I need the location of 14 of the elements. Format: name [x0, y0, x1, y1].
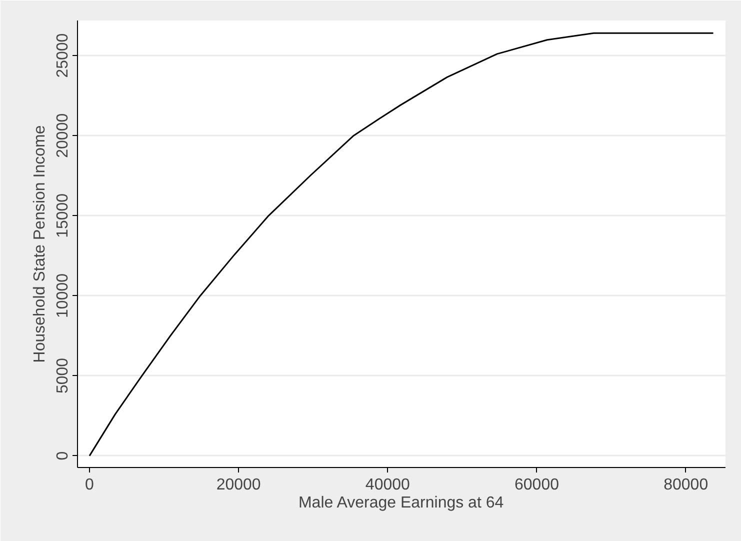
- x-tick-label: 20000: [216, 476, 261, 494]
- y-tick-label: 20000: [54, 113, 72, 158]
- line-series: [88, 32, 714, 457]
- y-tick-label: 15000: [54, 193, 72, 238]
- x-tick-label: 0: [85, 476, 94, 494]
- x-tick-label: 80000: [664, 476, 708, 494]
- y-tick-label: 0: [54, 451, 72, 460]
- x-tick-label: 40000: [365, 476, 410, 494]
- x-tick-label: 60000: [514, 476, 560, 494]
- x-axis-title: Male Average Earnings at 64: [298, 494, 504, 512]
- y-axis-title: Household State Pension Income: [32, 125, 48, 363]
- y-tick-label: 5000: [54, 358, 72, 394]
- y-tick-label: 10000: [54, 273, 72, 318]
- y-tick-label: 25000: [54, 33, 72, 78]
